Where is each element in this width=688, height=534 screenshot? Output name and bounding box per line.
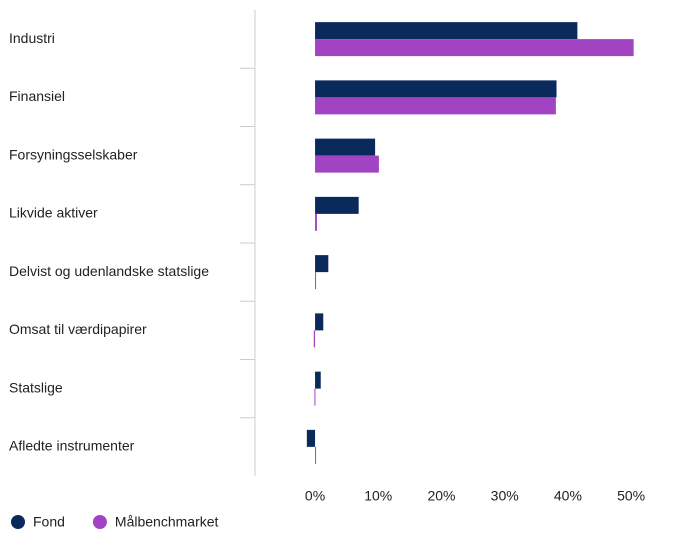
- bar: [315, 97, 556, 115]
- legend-swatch: [11, 515, 25, 529]
- bar: [315, 39, 634, 57]
- bar: [315, 196, 359, 214]
- bar: [313, 330, 316, 348]
- y-tick-label: Industri: [9, 30, 55, 46]
- x-tick-label: 50%: [617, 488, 645, 504]
- legend-swatch: [92, 515, 107, 529]
- y-tick-label: Finansiel: [9, 88, 65, 104]
- y-tick-label: Statslige: [9, 379, 63, 395]
- y-tick-label: Forsyningsselskaber: [9, 146, 138, 162]
- bar: [315, 255, 329, 273]
- x-tick-label: 40%: [554, 488, 582, 504]
- legend-label: Fond: [33, 514, 65, 530]
- bar: [315, 155, 379, 173]
- x-tick-label: 30%: [491, 488, 519, 504]
- bar: [315, 213, 317, 231]
- y-tick-label: Delvist og udenlandske statslige: [9, 263, 209, 279]
- bar: [306, 429, 316, 447]
- bar: [315, 80, 557, 98]
- x-tick-label: 10%: [364, 488, 392, 504]
- y-tick-label: Afledte instrumenter: [9, 438, 135, 454]
- legend-label: Målbenchmarket: [115, 514, 219, 530]
- x-tick-label: 0%: [305, 488, 325, 504]
- bar: [315, 272, 317, 290]
- bar: [315, 371, 321, 389]
- y-tick-label: Omsat til værdipapirer: [9, 321, 147, 337]
- bar: [315, 22, 578, 40]
- bar: [315, 446, 317, 464]
- y-tick-label: Likvide aktiver: [9, 205, 98, 221]
- bar: [315, 138, 376, 156]
- bar: [315, 313, 324, 331]
- x-tick-label: 20%: [427, 488, 455, 504]
- bar: [314, 388, 316, 406]
